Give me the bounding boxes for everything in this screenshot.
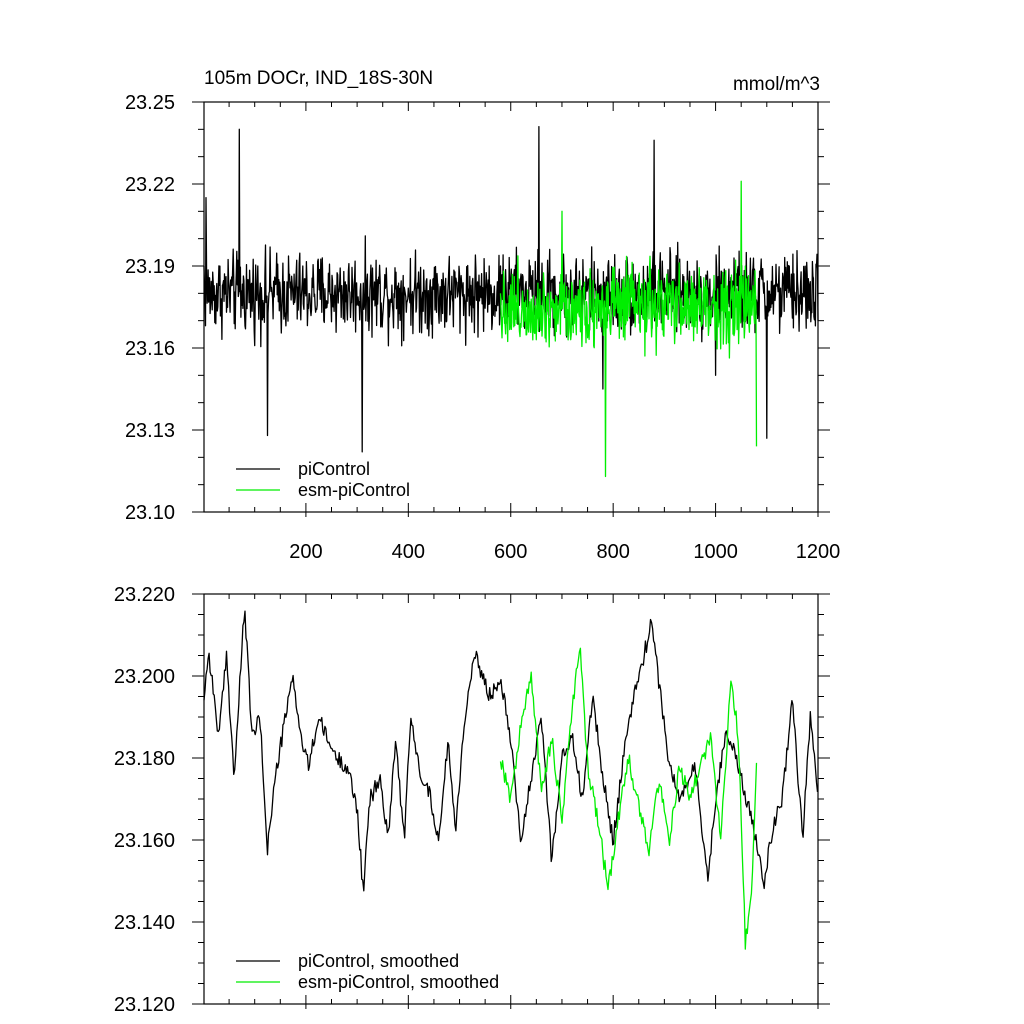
y-tick-label: 23.19 bbox=[125, 256, 175, 278]
bottom-series-lines bbox=[203, 610, 819, 950]
y-tick-label: 23.10 bbox=[125, 502, 175, 524]
top-legend: piControl esm-piControl bbox=[236, 459, 410, 500]
x-tick-label: 600 bbox=[494, 541, 527, 563]
series-line-picontrol bbox=[203, 125, 819, 453]
top-chart-units: mmol/m^3 bbox=[733, 74, 820, 95]
x-tick-label: 200 bbox=[289, 541, 322, 563]
bottom-panel: 23.120 23.140 23.160 23.180 23.200 23.220 piC… bbox=[114, 584, 830, 1016]
y-tick-label: 23.22 bbox=[125, 174, 175, 196]
y-tick-label: 23.13 bbox=[125, 420, 175, 442]
top-panel: 105m DOCr, IND_18S-30N mmol/m^3 23.1023.… bbox=[125, 68, 840, 563]
top-x-tick-labels: 200 400 600 800 1000 1200 bbox=[289, 541, 840, 563]
y-tick-label: 23.16 bbox=[125, 338, 175, 360]
top-series-lines bbox=[203, 125, 819, 478]
top-legend-label-picontrol: piControl bbox=[298, 459, 370, 479]
top-plot-frame bbox=[203, 101, 819, 513]
y-tick-label: 23.120 bbox=[114, 994, 175, 1016]
top-axis-ticks bbox=[192, 101, 830, 517]
bottom-axis-ticks bbox=[192, 593, 830, 1009]
series-line-picontrol-smoothed bbox=[203, 610, 819, 892]
y-tick-label: 23.200 bbox=[114, 666, 175, 688]
bottom-legend-label-picontrol: piControl, smoothed bbox=[298, 951, 459, 971]
top-chart-title: 105m DOCr, IND_18S-30N bbox=[204, 68, 433, 89]
y-tick-label: 23.25 bbox=[125, 92, 175, 114]
x-tick-label: 800 bbox=[596, 541, 629, 563]
top-y-tick-labels: 23.10 23.13 23.16 23.19 23.22 23.25 bbox=[125, 92, 175, 524]
x-tick-label: 1200 bbox=[796, 541, 841, 563]
y-tick-label: 23.140 bbox=[114, 912, 175, 934]
bottom-legend-label-esm-picontrol: esm-piControl, smoothed bbox=[298, 972, 499, 992]
y-tick-label: 23.160 bbox=[114, 830, 175, 852]
series-line-esm-picontrol bbox=[499, 180, 758, 478]
x-tick-label: 400 bbox=[392, 541, 425, 563]
series-line-esm-picontrol-smoothed bbox=[499, 647, 758, 950]
y-tick-label: 23.220 bbox=[114, 584, 175, 606]
top-legend-label-esm-picontrol: esm-piControl bbox=[298, 480, 410, 500]
bottom-plot-frame bbox=[203, 593, 819, 1005]
bottom-legend: piControl, smoothed esm-piControl, smoot… bbox=[236, 951, 499, 992]
x-tick-label: 1000 bbox=[693, 541, 738, 563]
bottom-y-tick-labels: 23.120 23.140 23.160 23.180 23.200 23.220 bbox=[114, 584, 175, 1016]
y-tick-label: 23.180 bbox=[114, 748, 175, 770]
